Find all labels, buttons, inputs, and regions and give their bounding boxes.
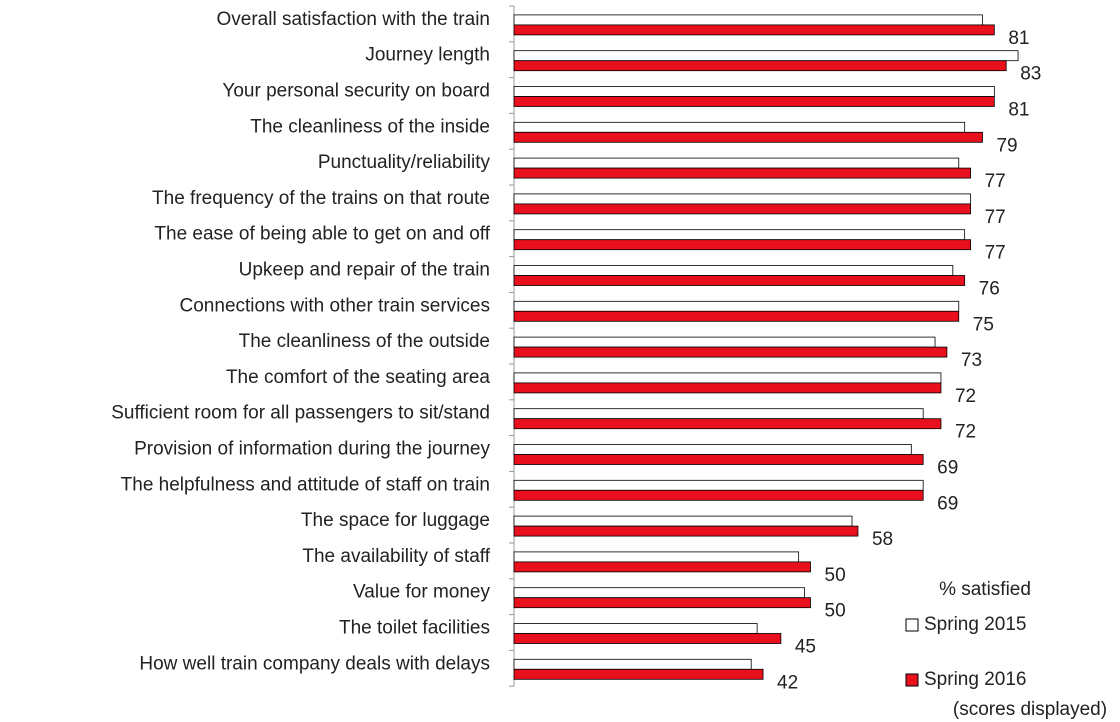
bar bbox=[513, 372, 942, 384]
category-label: Your personal security on board bbox=[222, 81, 490, 102]
value-label: 72 bbox=[955, 386, 976, 407]
category-label: Value for money bbox=[353, 582, 490, 603]
legend-note: (scores displayed) bbox=[953, 699, 1107, 720]
bar bbox=[513, 382, 942, 394]
bar bbox=[513, 668, 764, 680]
bar bbox=[513, 418, 942, 430]
bar bbox=[513, 193, 972, 205]
value-label: 77 bbox=[985, 207, 1006, 228]
category-label: Connections with other train services bbox=[180, 295, 490, 316]
bar bbox=[513, 408, 924, 420]
value-label: 73 bbox=[961, 350, 982, 371]
bar bbox=[513, 310, 960, 322]
value-label: 72 bbox=[955, 422, 976, 443]
value-label: 42 bbox=[777, 672, 798, 693]
category-label: The cleanliness of the outside bbox=[239, 331, 490, 352]
bar bbox=[513, 658, 752, 670]
legend-label: Spring 2016 bbox=[924, 669, 1026, 690]
bar bbox=[513, 623, 758, 634]
category-label: The toilet facilities bbox=[339, 618, 490, 639]
bar bbox=[513, 203, 972, 215]
bar bbox=[513, 633, 782, 644]
bar bbox=[513, 157, 960, 169]
value-label: 50 bbox=[825, 601, 846, 622]
legend-swatch bbox=[905, 618, 919, 632]
category-label: The ease of being able to get on and off bbox=[154, 224, 490, 245]
bar bbox=[513, 300, 960, 312]
value-label: 75 bbox=[973, 314, 994, 335]
bar bbox=[513, 444, 912, 455]
bar bbox=[513, 346, 948, 358]
value-label: 58 bbox=[872, 529, 893, 550]
bar bbox=[513, 454, 924, 465]
bar bbox=[513, 515, 853, 527]
bar bbox=[513, 239, 972, 251]
value-label: 76 bbox=[979, 279, 1000, 300]
value-label: 81 bbox=[1008, 28, 1029, 49]
bar bbox=[513, 50, 1019, 62]
category-label: Punctuality/reliability bbox=[318, 152, 491, 173]
bar bbox=[513, 265, 954, 276]
category-label: How well train company deals with delays bbox=[139, 653, 490, 674]
value-label: 50 bbox=[825, 565, 846, 586]
legend-title: % satisfied bbox=[939, 579, 1031, 600]
bar bbox=[513, 86, 995, 97]
legend-swatch bbox=[905, 673, 919, 687]
category-label: The space for luggage bbox=[301, 510, 490, 531]
category-label: Overall satisfaction with the train bbox=[216, 9, 490, 30]
category-label: The frequency of the trains on that rout… bbox=[152, 188, 490, 209]
value-label: 45 bbox=[795, 637, 816, 658]
category-label: The comfort of the seating area bbox=[226, 367, 490, 388]
bar bbox=[513, 479, 924, 491]
bar bbox=[513, 336, 936, 348]
bar bbox=[513, 489, 924, 501]
bar bbox=[513, 551, 800, 563]
category-label: Upkeep and repair of the train bbox=[239, 260, 490, 281]
bar bbox=[513, 131, 983, 143]
bar bbox=[513, 229, 966, 241]
bar bbox=[513, 167, 972, 179]
bar bbox=[513, 525, 859, 537]
bar bbox=[513, 96, 995, 107]
bar bbox=[513, 121, 966, 133]
category-label: Sufficient room for all passengers to si… bbox=[111, 403, 490, 424]
category-label: The helpfulness and attitude of staff on… bbox=[121, 474, 490, 495]
value-label: 83 bbox=[1020, 64, 1041, 85]
value-label: 77 bbox=[985, 171, 1006, 192]
category-label: Provision of information during the jour… bbox=[134, 439, 490, 460]
bar bbox=[513, 597, 811, 609]
value-label: 77 bbox=[985, 243, 1006, 264]
bar bbox=[513, 561, 811, 573]
value-label: 79 bbox=[996, 135, 1017, 156]
bar bbox=[513, 275, 966, 286]
bar bbox=[513, 60, 1007, 72]
bar bbox=[513, 14, 983, 26]
legend-label: Spring 2015 bbox=[924, 614, 1026, 635]
category-label: Journey length bbox=[365, 45, 490, 66]
bar bbox=[513, 587, 805, 599]
value-label: 81 bbox=[1008, 100, 1029, 121]
category-label: The availability of staff bbox=[302, 546, 490, 567]
value-label: 69 bbox=[937, 458, 958, 479]
category-label: The cleanliness of the inside bbox=[250, 116, 490, 137]
value-label: 69 bbox=[937, 493, 958, 514]
bar bbox=[513, 24, 995, 36]
